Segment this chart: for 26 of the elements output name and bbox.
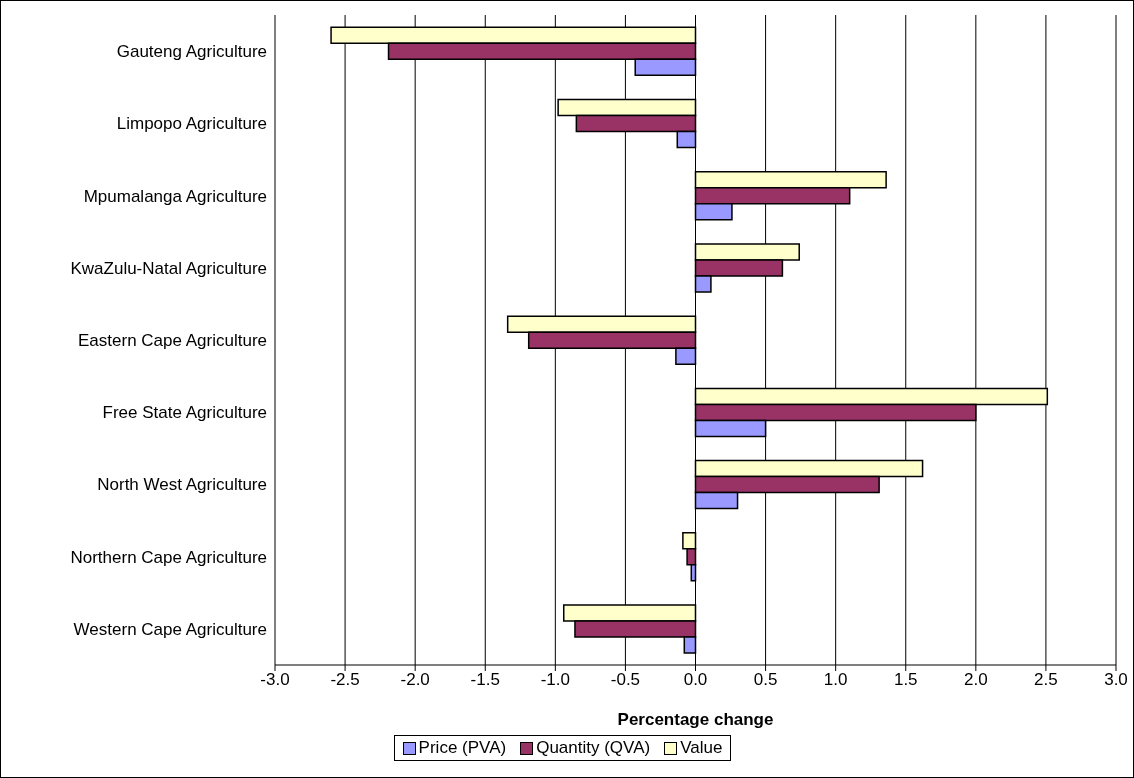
y-tick-label: KwaZulu-Natal Agriculture xyxy=(70,258,267,278)
x-axis-title: Percentage change xyxy=(617,710,774,729)
y-tick-label: Mpumalanga Agriculture xyxy=(83,186,267,206)
y-tick-label: North West Agriculture xyxy=(97,475,267,495)
legend-label: Value xyxy=(680,738,723,758)
x-tick-label: 2.0 xyxy=(964,670,988,690)
y-tick-label: Western Cape Agriculture xyxy=(73,619,267,639)
x-tick-label: 2.5 xyxy=(1034,670,1058,690)
x-tick-label: -3.0 xyxy=(260,670,290,690)
y-tick-label: Limpopo Agriculture xyxy=(116,114,267,134)
x-tick-label: -2.0 xyxy=(400,670,430,690)
x-tick-label: -2.5 xyxy=(330,670,360,690)
x-tick-label: 1.5 xyxy=(893,670,918,690)
y-tick-label: Free State Agriculture xyxy=(102,403,267,423)
legend-label: Price (PVA) xyxy=(418,738,507,758)
y-tick-label: Eastern Cape Agriculture xyxy=(78,331,267,351)
x-tick-label: -0.5 xyxy=(610,670,641,690)
y-tick-label: Northern Cape Agriculture xyxy=(70,547,267,567)
x-tick-label: 1.0 xyxy=(823,670,848,690)
x-tick-label: 0.5 xyxy=(753,670,778,690)
y-tick-label: Gauteng Agriculture xyxy=(116,42,267,62)
x-tick-label: 0.0 xyxy=(683,670,708,690)
x-tick-label: -1.0 xyxy=(540,670,570,690)
x-tick-label: -1.5 xyxy=(470,670,500,690)
legend-label: Quantity (QVA) xyxy=(536,738,651,758)
x-tick-label: 3.0 xyxy=(1104,670,1128,690)
